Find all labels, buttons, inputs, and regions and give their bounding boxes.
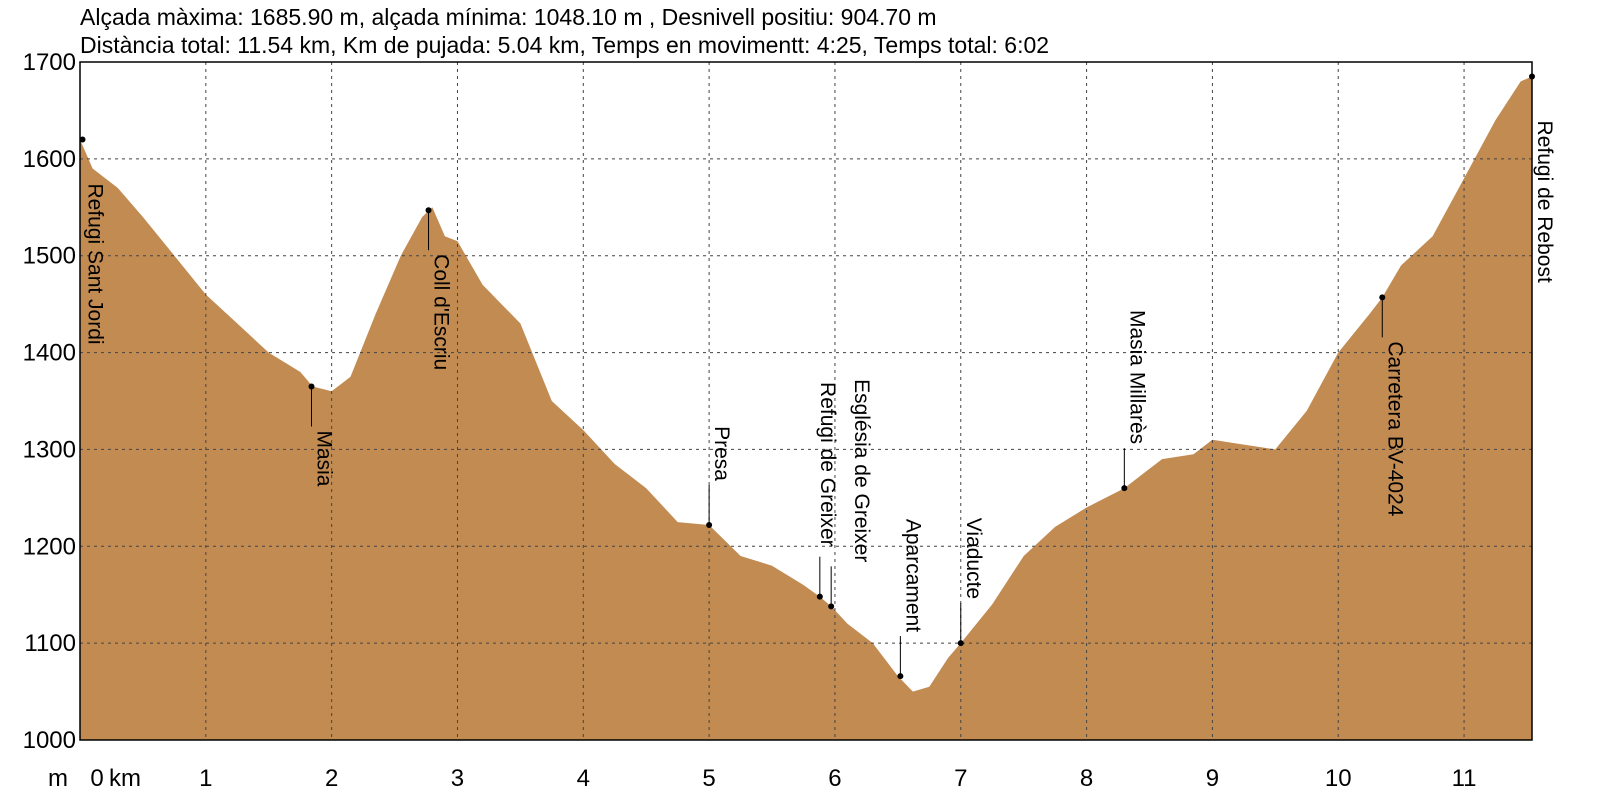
chart-title-line1: Alçada màxima: 1685.90 m, alçada mínima:… xyxy=(80,4,937,30)
waypoint-dot-4 xyxy=(816,593,823,600)
waypoint-label-3: Presa xyxy=(710,426,733,481)
x-tick-label-0: 0 xyxy=(90,765,103,792)
x-tick-label-6: 6 xyxy=(828,765,841,792)
y-tick-label-1: 1100 xyxy=(24,630,76,657)
waypoint-dot-6 xyxy=(897,673,904,680)
waypoint-label-1: Masia xyxy=(313,430,336,486)
x-axis-unit: km xyxy=(109,765,141,792)
waypoint-dot-5 xyxy=(828,603,835,610)
x-tick-label-7: 7 xyxy=(954,765,967,792)
x-tick-label-9: 9 xyxy=(1206,765,1219,792)
y-tick-label-3: 1300 xyxy=(23,436,76,463)
y-tick-label-6: 1600 xyxy=(23,146,76,173)
waypoint-dot-0 xyxy=(79,136,86,143)
waypoint-label-2: Coll d'Escriu xyxy=(430,254,453,370)
waypoint-dot-7 xyxy=(957,640,964,647)
x-tick-label-4: 4 xyxy=(577,765,590,792)
waypoint-label-5: Església de Greixer xyxy=(850,379,873,562)
waypoint-dot-1 xyxy=(308,383,315,390)
x-tick-label-1: 1 xyxy=(199,765,212,792)
waypoint-dot-2 xyxy=(425,207,432,214)
y-tick-label-5: 1500 xyxy=(23,243,76,270)
waypoint-label-4: Refugi de Greixer xyxy=(816,382,839,547)
waypoint-label-9: Carretera BV-4024 xyxy=(1383,341,1406,516)
x-tick-label-2: 2 xyxy=(325,765,338,792)
x-tick-label-8: 8 xyxy=(1080,765,1093,792)
waypoint-label-8: Masia Millarès xyxy=(1125,310,1148,444)
plot-area: 1000 1100 1200 1300 1400 1500 1600 1700 0 1 2 3 4 5 6 7… xyxy=(23,49,1556,792)
waypoint-label-6: Aparcament xyxy=(901,519,924,632)
waypoint-dot-10 xyxy=(1529,73,1535,80)
y-tick-label-4: 1400 xyxy=(23,340,76,367)
waypoint-label-0: Refugi Sant Jordi xyxy=(84,183,107,344)
y-tick-label-7: 1700 xyxy=(23,49,76,76)
waypoint-dot-8 xyxy=(1121,485,1128,492)
x-tick-label-3: 3 xyxy=(451,765,464,792)
plot-frame xyxy=(79,61,1533,741)
waypoint-label-10: Refugi de Rebost xyxy=(1533,121,1556,283)
x-tick-label-10: 10 xyxy=(1325,765,1352,792)
waypoint-dot-9 xyxy=(1379,294,1386,301)
y-tick-label-2: 1200 xyxy=(23,533,76,560)
y-tick-label-0: 1000 xyxy=(23,727,76,754)
waypoint-label-7: Viaducte xyxy=(962,518,985,599)
elevation-area xyxy=(80,76,1532,740)
x-tick-label-11: 11 xyxy=(1452,765,1477,792)
waypoint-dot-3 xyxy=(706,521,713,528)
y-axis-unit: m xyxy=(48,765,68,792)
x-tick-label-5: 5 xyxy=(702,765,715,792)
chart-title-line2: Distància total: 11.54 km, Km de pujada:… xyxy=(80,32,1049,58)
